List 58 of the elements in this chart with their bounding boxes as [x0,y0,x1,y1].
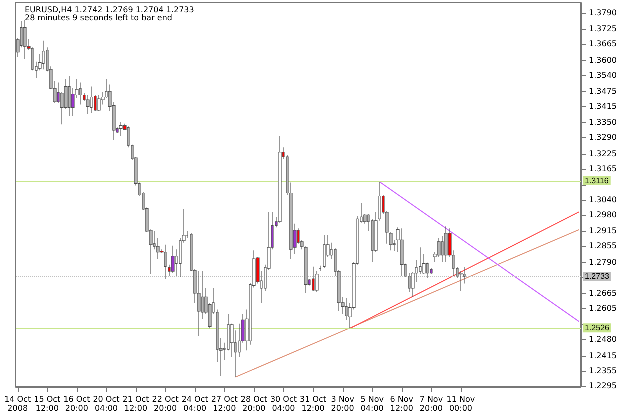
ref-line-label: 1.2526 [585,324,610,333]
candlestick [97,94,101,112]
x-tick-label: 30 Oct 04:00 [270,395,298,413]
y-tick-label: 1.2295 [589,381,617,390]
y-tick-label: 1.3415 [589,102,617,111]
y-tick-label: 1.2665 [589,288,617,298]
x-tick-label: 6 Nov 12:00 [390,395,414,413]
y-tick-label: 1.3725 [589,24,617,34]
candlestick [323,235,326,269]
y-tick-label: 1.2605 [589,304,617,313]
x-tick-label: 3 Nov 20:00 [331,395,355,413]
y-tick-label: 1.3165 [589,164,617,174]
chart-title: EURUSD,H4 1.2742 1.2769 1.2704 1.2733 [25,6,194,14]
x-tick-label: 27 Oct 12:00 [211,395,238,413]
x-tick-label: 20 Oct 04:00 [93,395,120,413]
candlestick [79,82,82,106]
y-tick-label: 1.3790 [589,8,617,18]
x-tick-label: 28 Oct 20:00 [240,395,268,413]
ref-line-label: 1.3116 [585,176,610,186]
x-tick-label: 16 Oct 20:00 [64,395,90,413]
x-tick-label: 5 Nov 04:00 [360,395,384,413]
ref-line-label: 1.2733 [585,272,610,282]
candlestick [42,40,45,70]
y-tick-label: 1.2855 [589,242,617,251]
candlestick [444,226,448,262]
y-tick-label: 1.3475 [589,87,617,96]
candlestick [315,271,319,293]
y-tick-label: 1.2415 [589,351,617,360]
x-tick-label: 15 Oct 12:00 [34,395,61,413]
x-tick-label: 31 Oct 12:00 [300,395,327,413]
candlestick [90,86,93,114]
text: 28 minutes 9 seconds left to bar end [25,14,172,22]
candlestick [389,232,393,251]
candlestick [119,122,123,136]
y-tick-label: 1.3290 [589,133,617,142]
candlestick [171,246,175,274]
x-tick-label: 7 Nov 20:00 [420,395,444,413]
candlestick [23,20,27,60]
y-tick-label: 1.3600 [589,56,617,65]
candlestick [68,76,71,117]
x-tick-label: 11 Nov 00:00 [446,395,476,413]
y-tick-label: 1.3225 [589,149,617,158]
candlestick [319,266,322,272]
candlestick [278,136,282,224]
y-tick-label: 1.2355 [589,366,617,376]
x-tick-label: 22 Oct 20:00 [152,395,179,413]
x-tick-label: 14 Oct 2008 [4,395,32,413]
x-tick-label: 24 Oct 04:00 [182,395,208,413]
y-tick-label: 1.3350 [589,118,617,128]
y-tick-label: 1.2480 [589,335,617,344]
y-tick-label: 1.3540 [589,70,617,80]
x-tick-label: 21 Oct 12:00 [122,395,150,413]
candlestick [312,266,315,292]
y-tick-label: 1.2790 [589,258,617,267]
y-tick-label: 1.3040 [589,195,617,204]
y-tick-label: 1.2915 [589,226,617,236]
y-tick-label: 1.3665 [589,40,617,49]
y-tick-label: 1.2980 [589,210,617,220]
